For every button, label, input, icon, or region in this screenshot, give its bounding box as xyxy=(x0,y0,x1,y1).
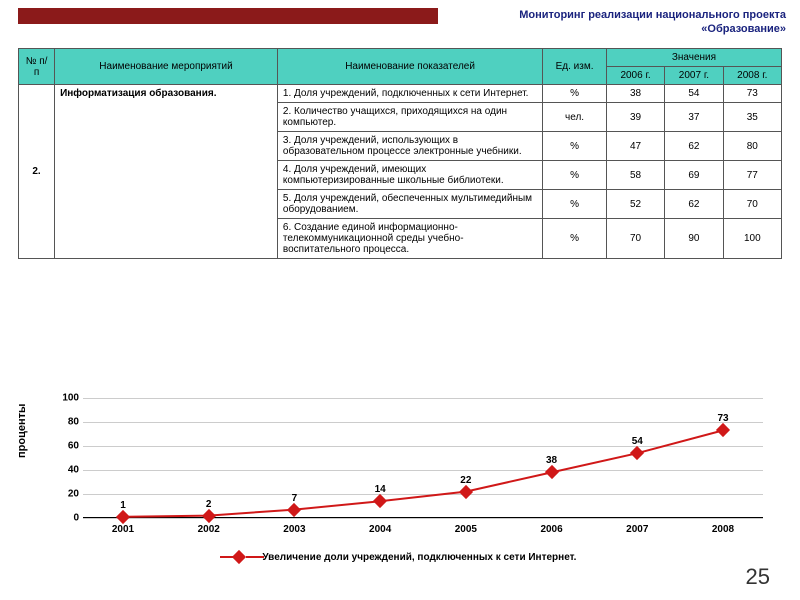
indicator-cell: 3. Доля учреждений, использующих в образ… xyxy=(277,132,542,161)
header-bar xyxy=(18,8,438,24)
value-cell: 47 xyxy=(606,132,664,161)
data-label: 54 xyxy=(632,436,643,447)
xtick-label: 2003 xyxy=(283,524,305,535)
value-cell: 100 xyxy=(723,219,781,259)
value-cell: 39 xyxy=(606,103,664,132)
indicator-cell: 2. Количество учащихся, приходящихся на … xyxy=(277,103,542,132)
value-cell: 37 xyxy=(665,103,723,132)
ytick-label: 80 xyxy=(53,417,79,428)
value-cell: 52 xyxy=(606,190,664,219)
unit-cell: % xyxy=(543,85,607,103)
data-label: 73 xyxy=(717,413,728,424)
indicator-cell: 6. Создание единой информационно-телеком… xyxy=(277,219,542,259)
xtick-label: 2008 xyxy=(712,524,734,535)
indicator-cell: 5. Доля учреждений, обеспеченных мультим… xyxy=(277,190,542,219)
section-name: Информатизация образования. xyxy=(55,85,278,259)
data-label: 22 xyxy=(460,475,471,486)
ytick-label: 100 xyxy=(53,393,79,404)
data-label: 38 xyxy=(546,455,557,466)
col-activity: Наименование мероприятий xyxy=(55,49,278,85)
chart-ylabel: проценты xyxy=(16,404,28,458)
col-num: № п/п xyxy=(19,49,55,85)
data-label: 14 xyxy=(375,484,386,495)
value-cell: 70 xyxy=(606,219,664,259)
unit-cell: % xyxy=(543,161,607,190)
value-cell: 62 xyxy=(665,190,723,219)
col-2008: 2008 г. xyxy=(723,67,781,85)
data-label: 2 xyxy=(206,499,212,510)
value-cell: 38 xyxy=(606,85,664,103)
xtick-label: 2002 xyxy=(198,524,220,535)
ytick-label: 0 xyxy=(53,513,79,524)
xtick-label: 2004 xyxy=(369,524,391,535)
chart-legend: Увеличение доли учреждений, подключенных… xyxy=(0,552,800,563)
unit-cell: % xyxy=(543,219,607,259)
col-indicator: Наименование показателей xyxy=(277,49,542,85)
col-values-group: Значения xyxy=(606,49,781,67)
value-cell: 90 xyxy=(665,219,723,259)
unit-cell: % xyxy=(543,132,607,161)
data-label: 7 xyxy=(292,493,298,504)
xtick-label: 2005 xyxy=(455,524,477,535)
xtick-label: 2007 xyxy=(626,524,648,535)
data-table: № п/п Наименование мероприятий Наименова… xyxy=(18,48,782,259)
value-cell: 69 xyxy=(665,161,723,190)
xtick-label: 2006 xyxy=(540,524,562,535)
legend-label: Увеличение доли учреждений, подключенных… xyxy=(262,552,576,563)
internet-growth-chart: проценты 0204060801001200122002720031420… xyxy=(18,398,782,558)
page-number: 25 xyxy=(746,564,770,590)
indicator-cell: 1. Доля учреждений, подключенных к сети … xyxy=(277,85,542,103)
value-cell: 54 xyxy=(665,85,723,103)
value-cell: 58 xyxy=(606,161,664,190)
col-2006: 2006 г. xyxy=(606,67,664,85)
ytick-label: 40 xyxy=(53,465,79,476)
ytick-label: 60 xyxy=(53,441,79,452)
section-num: 2. xyxy=(19,85,55,259)
indicator-cell: 4. Доля учреждений, имеющих компьютеризи… xyxy=(277,161,542,190)
value-cell: 62 xyxy=(665,132,723,161)
value-cell: 35 xyxy=(723,103,781,132)
unit-cell: % xyxy=(543,190,607,219)
data-label: 1 xyxy=(120,500,126,511)
value-cell: 70 xyxy=(723,190,781,219)
col-2007: 2007 г. xyxy=(665,67,723,85)
table-row: 2.Информатизация образования.1. Доля учр… xyxy=(19,85,782,103)
value-cell: 80 xyxy=(723,132,781,161)
col-unit: Ед. изм. xyxy=(543,49,607,85)
page-title: Мониторинг реализации национального прое… xyxy=(456,8,786,37)
value-cell: 73 xyxy=(723,85,781,103)
xtick-label: 2001 xyxy=(112,524,134,535)
value-cell: 77 xyxy=(723,161,781,190)
diamond-icon xyxy=(231,550,245,564)
ytick-label: 20 xyxy=(53,489,79,500)
unit-cell: чел. xyxy=(543,103,607,132)
